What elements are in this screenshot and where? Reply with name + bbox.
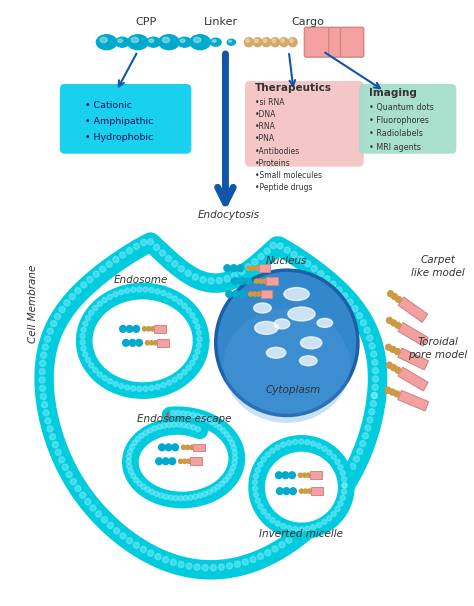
Circle shape xyxy=(340,291,354,305)
Circle shape xyxy=(331,490,344,504)
Circle shape xyxy=(47,328,53,335)
Circle shape xyxy=(125,453,136,464)
Circle shape xyxy=(191,425,196,430)
Circle shape xyxy=(361,431,374,445)
Circle shape xyxy=(64,470,78,484)
Text: Endosome escape: Endosome escape xyxy=(137,415,232,424)
Circle shape xyxy=(260,507,271,519)
Circle shape xyxy=(216,424,227,435)
Circle shape xyxy=(155,423,166,435)
Circle shape xyxy=(291,438,302,450)
Circle shape xyxy=(223,478,228,483)
Circle shape xyxy=(128,469,134,474)
Circle shape xyxy=(78,490,91,504)
Circle shape xyxy=(305,261,310,267)
Circle shape xyxy=(129,445,135,450)
Circle shape xyxy=(317,444,321,448)
Circle shape xyxy=(245,278,252,284)
Circle shape xyxy=(208,418,219,430)
Circle shape xyxy=(108,295,112,299)
Ellipse shape xyxy=(178,37,191,47)
Circle shape xyxy=(179,459,182,464)
Circle shape xyxy=(250,556,256,562)
Circle shape xyxy=(165,379,176,390)
Ellipse shape xyxy=(210,38,221,46)
Circle shape xyxy=(325,448,337,460)
Circle shape xyxy=(342,476,346,482)
Ellipse shape xyxy=(100,38,107,42)
Circle shape xyxy=(43,334,56,348)
Circle shape xyxy=(176,298,187,310)
Circle shape xyxy=(73,286,87,299)
Circle shape xyxy=(108,379,112,384)
Circle shape xyxy=(165,444,172,451)
Ellipse shape xyxy=(284,288,309,301)
Circle shape xyxy=(128,449,133,454)
Circle shape xyxy=(359,318,372,332)
Circle shape xyxy=(194,564,200,570)
Circle shape xyxy=(284,247,290,253)
Circle shape xyxy=(182,459,187,464)
Circle shape xyxy=(355,447,368,461)
Circle shape xyxy=(190,360,195,365)
Circle shape xyxy=(353,456,359,462)
Circle shape xyxy=(264,512,275,524)
Circle shape xyxy=(148,488,159,499)
Circle shape xyxy=(242,559,248,565)
Circle shape xyxy=(193,323,205,335)
Circle shape xyxy=(298,473,302,478)
Circle shape xyxy=(160,422,172,433)
Circle shape xyxy=(299,489,303,493)
Circle shape xyxy=(284,535,298,549)
Bar xyxy=(398,297,428,322)
Circle shape xyxy=(146,427,157,438)
Circle shape xyxy=(336,287,342,293)
Circle shape xyxy=(39,350,53,364)
Circle shape xyxy=(217,425,222,430)
Circle shape xyxy=(147,550,154,556)
Circle shape xyxy=(186,424,191,428)
Circle shape xyxy=(291,530,304,544)
Circle shape xyxy=(334,458,345,469)
Circle shape xyxy=(69,477,82,491)
Circle shape xyxy=(310,264,323,278)
Circle shape xyxy=(264,39,267,42)
Circle shape xyxy=(145,487,150,492)
Circle shape xyxy=(370,401,376,407)
Circle shape xyxy=(111,255,125,268)
Circle shape xyxy=(133,542,139,548)
Circle shape xyxy=(330,281,336,287)
Circle shape xyxy=(123,384,135,395)
Circle shape xyxy=(297,438,309,449)
Circle shape xyxy=(166,422,172,428)
Circle shape xyxy=(287,525,292,531)
Text: Cytoplasm: Cytoplasm xyxy=(266,385,321,395)
Bar xyxy=(155,325,166,333)
Circle shape xyxy=(172,296,177,301)
Circle shape xyxy=(193,318,198,324)
Circle shape xyxy=(310,523,320,534)
Circle shape xyxy=(372,359,378,365)
Circle shape xyxy=(59,307,65,313)
Circle shape xyxy=(141,484,146,490)
Circle shape xyxy=(80,339,85,345)
Circle shape xyxy=(346,470,352,477)
Circle shape xyxy=(317,510,323,516)
Circle shape xyxy=(195,335,207,347)
Circle shape xyxy=(195,349,200,354)
Circle shape xyxy=(263,548,277,562)
Ellipse shape xyxy=(149,39,154,42)
Circle shape xyxy=(82,350,93,362)
Circle shape xyxy=(118,250,131,264)
Circle shape xyxy=(214,276,228,290)
Circle shape xyxy=(40,360,46,367)
Circle shape xyxy=(192,562,206,576)
Circle shape xyxy=(356,313,363,319)
Circle shape xyxy=(84,314,95,325)
Circle shape xyxy=(131,386,136,391)
Circle shape xyxy=(167,293,172,298)
Circle shape xyxy=(229,441,235,445)
Circle shape xyxy=(308,489,312,493)
Circle shape xyxy=(119,325,126,332)
